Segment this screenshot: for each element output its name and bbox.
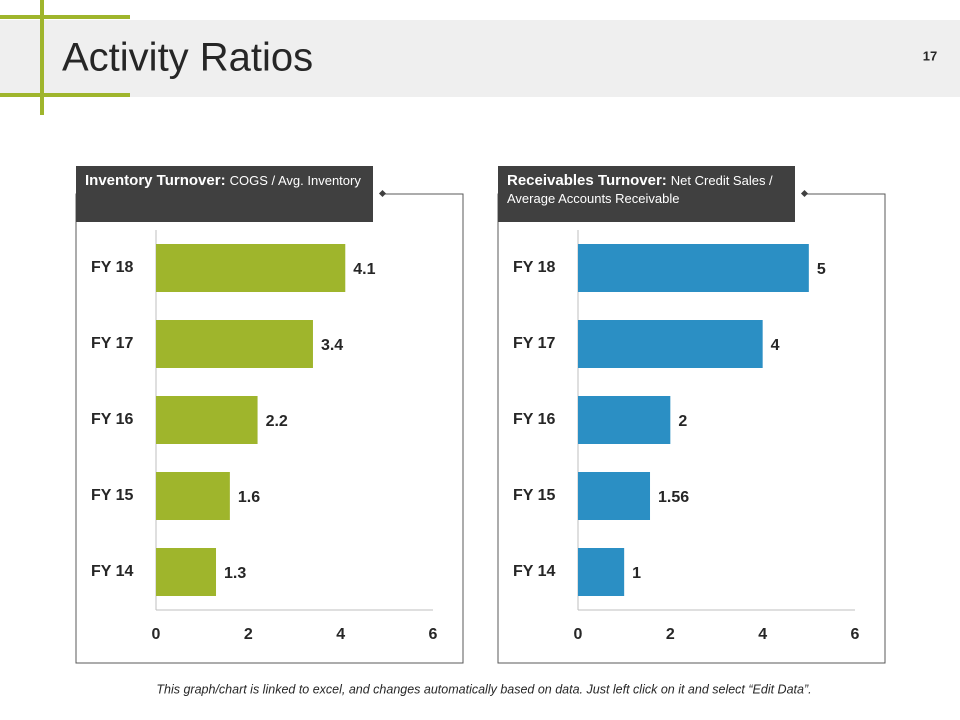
y-tick-label: FY 15 [513,487,556,504]
header-band [0,20,960,97]
y-tick-label: FY 14 [513,563,556,580]
y-tick-label: FY 15 [91,487,134,504]
connector-diamond [378,189,387,198]
y-tick-label: FY 17 [513,335,556,352]
bar [578,472,651,520]
chart-title-box: Inventory Turnover: COGS / Avg. Inventory [76,166,373,222]
y-tick-label: FY 14 [91,563,134,580]
y-tick-label: FY 18 [91,259,134,276]
chart-title-box: Receivables Turnover: Net Credit Sales / … [498,166,795,222]
value-label: 2 [678,413,687,430]
x-tick-label: 2 [666,626,675,643]
y-tick-label: FY 16 [91,411,134,428]
chart-subtitle: Net Credit Sales / Average Accounts Rece… [507,173,773,206]
chart-title: Receivables Turnover: [507,172,667,189]
value-label: 2.2 [266,413,288,430]
page-number: 17 [923,48,937,63]
slide-title: Activity Ratios [62,36,313,80]
x-tick-label: 6 [851,626,860,643]
y-tick-label: FY 18 [513,259,556,276]
bar [578,244,809,292]
value-label: 1.6 [238,489,260,506]
bar [156,244,346,292]
bar [578,396,671,444]
value-label: 1 [632,565,641,582]
bar [578,548,625,596]
chart-title: Inventory Turnover: [85,172,226,189]
x-tick-label: 4 [758,626,767,643]
x-tick-label: 4 [336,626,345,643]
x-tick-label: 6 [429,626,438,643]
connector-diamond [800,189,809,198]
x-tick-label: 2 [244,626,253,643]
value-label: 4.1 [353,261,375,278]
value-label: 5 [817,261,826,278]
chart-subtitle: COGS / Avg. Inventory [229,173,361,188]
value-label: 4 [771,337,780,354]
y-tick-label: FY 17 [91,335,134,352]
x-tick-label: 0 [152,626,161,643]
bar [156,396,258,444]
bar [156,548,217,596]
bar [156,472,230,520]
x-tick-label: 0 [574,626,583,643]
bar [156,320,313,368]
value-label: 1.56 [658,489,689,506]
value-label: 1.3 [224,565,246,582]
bar [578,320,763,368]
value-label: 3.4 [321,337,343,354]
footnote: This graph/chart is linked to excel, and… [156,682,811,696]
y-tick-label: FY 16 [513,411,556,428]
